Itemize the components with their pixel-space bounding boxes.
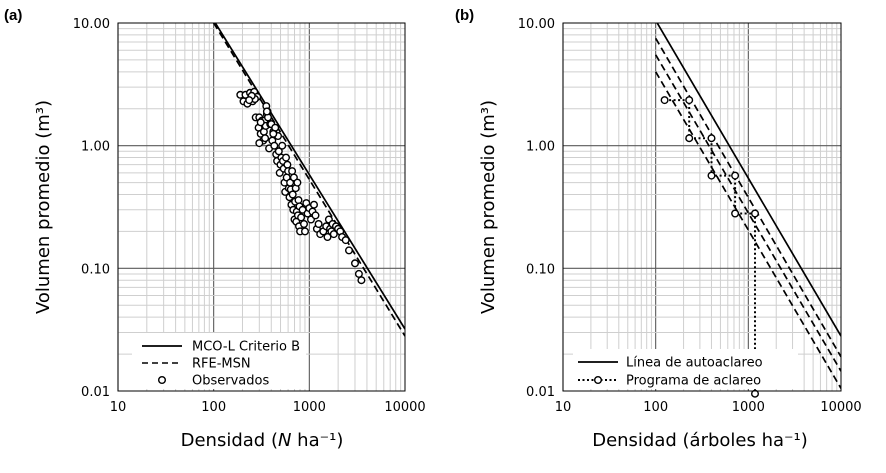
x-tick-b-1: 100	[643, 400, 668, 415]
y-tick-a-0: 10.00	[73, 17, 110, 32]
data-point	[262, 107, 271, 116]
legend-b-label-1: Programa de aclareo	[626, 374, 761, 389]
data-point	[731, 209, 740, 218]
data-point	[731, 171, 740, 180]
data-point	[278, 141, 287, 150]
data-point	[751, 209, 760, 218]
legend-b-swatch-marker	[594, 376, 603, 385]
data-point	[300, 219, 309, 228]
x-tick-a-2: 1000	[293, 400, 326, 415]
series-line-p1-s1	[654, 37, 841, 358]
legend-b-label-0: Línea de autoaclareo	[626, 356, 763, 371]
series-line-p1-s0	[656, 23, 841, 337]
data-point	[283, 160, 292, 169]
data-point	[345, 246, 354, 255]
data-point	[310, 200, 319, 209]
panel-a-y-ticks: 10.00 1.00 0.10 0.01	[73, 17, 110, 400]
panel-a: (a) 10.00 1.00 0.10 0.01 10 100 1000 100…	[4, 7, 426, 451]
legend-b-bg	[573, 349, 798, 389]
legend-a-label-0: MCO-L Criterio B	[192, 340, 300, 355]
data-point	[245, 96, 254, 105]
y-tick-a-3: 0.01	[81, 385, 110, 400]
series-line-p1-s2	[654, 54, 841, 372]
y-tick-b-0: 10.00	[518, 17, 555, 32]
data-point	[751, 389, 760, 398]
panel-b-grid	[562, 23, 841, 392]
panel-b-x-ticks: 10 100 1000 10000	[555, 400, 862, 415]
y-tick-b-3: 0.01	[526, 385, 555, 400]
y-tick-a-1: 1.00	[81, 140, 110, 155]
data-point	[288, 167, 297, 176]
data-point	[311, 211, 320, 220]
panel-b-frame	[562, 22, 842, 392]
y-tick-a-2: 0.10	[81, 262, 110, 277]
panel-b-label: (b)	[455, 7, 474, 24]
data-point	[255, 139, 264, 148]
series-line-p0-s1	[212, 23, 405, 337]
data-point	[301, 227, 310, 236]
data-point	[707, 171, 716, 180]
y-tick-b-2: 0.10	[526, 262, 555, 277]
x-tick-b-2: 1000	[732, 400, 765, 415]
x-tick-a-0: 10	[110, 400, 127, 415]
panel-b-y-ticks: 10.00 1.00 0.10 0.01	[518, 17, 555, 400]
data-point	[256, 118, 265, 127]
data-point	[293, 178, 302, 187]
data-point	[294, 196, 303, 205]
panel-a-label: (a)	[4, 7, 22, 24]
panel-a-legend: MCO-L Criterio B RFE-MSN Observados	[132, 333, 306, 389]
data-point	[288, 190, 297, 199]
data-point	[323, 232, 332, 241]
data-point	[351, 259, 360, 268]
panel-a-series	[212, 23, 405, 337]
panel-a-frame	[117, 22, 406, 392]
series-line-p0-s0	[214, 23, 405, 330]
data-point	[261, 134, 270, 143]
x-tick-a-1: 100	[201, 400, 226, 415]
panel-a-grid	[117, 23, 405, 392]
x-tick-a-3: 10000	[384, 400, 425, 415]
data-point	[685, 96, 694, 105]
panel-b-legend: Línea de autoaclareo Programa de aclareo	[573, 349, 798, 389]
panel-a-x-ticks: 10 100 1000 10000	[110, 400, 426, 415]
panel-a-y-label: Volumen promedio (m³)	[33, 100, 54, 314]
data-point	[282, 153, 291, 162]
y-tick-b-1: 1.00	[526, 140, 555, 155]
panel-b-series	[654, 23, 841, 398]
panel-b-y-label: Volumen promedio (m³)	[478, 100, 499, 314]
panel-a-x-label: Densidad (N ha⁻¹)	[181, 430, 344, 451]
x-tick-b-0: 10	[555, 400, 572, 415]
panel-b: (b) 10.00 1.00 0.10 0.01 10 100 1000 100…	[455, 7, 862, 451]
data-point	[314, 219, 323, 228]
data-point	[270, 141, 279, 150]
data-point	[707, 134, 716, 143]
data-point	[269, 129, 278, 138]
legend-a-label-2: Observados	[192, 374, 269, 389]
data-point	[660, 96, 669, 105]
data-point	[297, 213, 306, 222]
x-tick-b-3: 10000	[820, 400, 861, 415]
legend-a-label-1: RFE-MSN	[192, 357, 251, 372]
data-point	[341, 236, 350, 245]
data-point	[685, 134, 694, 143]
data-point	[357, 276, 366, 285]
legend-a-swatch-marker	[157, 376, 166, 385]
data-point	[329, 230, 338, 239]
panel-b-x-label: Densidad (árboles ha⁻¹)	[592, 430, 808, 451]
series-line-p1-s3	[654, 71, 841, 389]
